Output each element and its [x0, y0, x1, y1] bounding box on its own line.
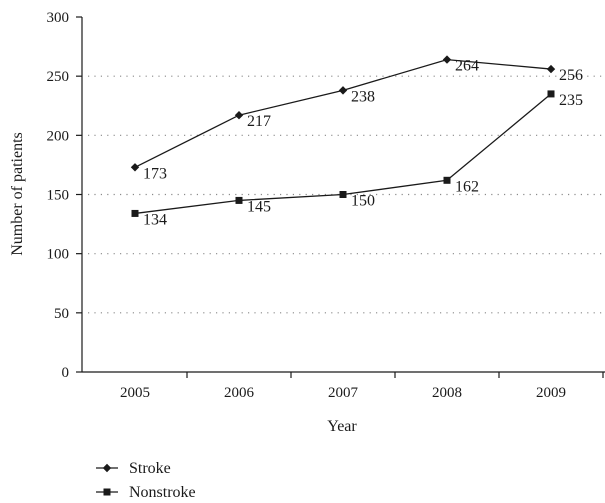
stroke-point-2007 — [338, 86, 348, 95]
nonstroke-data-label-2009: 235 — [559, 92, 583, 109]
stroke-point-2006 — [234, 111, 244, 120]
y-tick-label-50: 50 — [54, 306, 69, 322]
legend-item-stroke: Stroke — [96, 460, 171, 477]
nonstroke-data-label-2007: 150 — [351, 193, 375, 210]
stroke-data-label-2005: 173 — [143, 165, 167, 182]
x-tick-label-2009: 2009 — [536, 385, 566, 401]
legend-label-nonstroke: Nonstroke — [129, 484, 196, 501]
y-axis-title: Number of patients — [9, 132, 26, 256]
stroke-point-2009 — [546, 64, 556, 74]
y-tick-label-250: 250 — [47, 69, 70, 85]
series-nonstroke: 134 145 150 162 235 — [131, 90, 583, 228]
y-ticks: 0 50 100 150 200 250 300 — [47, 10, 82, 381]
y-tick-label-0: 0 — [62, 365, 70, 381]
nonstroke-point-2007 — [339, 191, 347, 198]
x-tick-label-2006: 2006 — [224, 385, 255, 401]
legend-label-stroke: Stroke — [129, 460, 171, 477]
stroke-point-2008 — [442, 55, 452, 64]
y-tick-label-100: 100 — [47, 247, 70, 263]
x-ticks: 2005 2006 2007 2008 2009 — [120, 372, 604, 401]
nonstroke-data-label-2008: 162 — [455, 178, 479, 195]
y-tick-label-300: 300 — [47, 10, 70, 26]
series-layer: 173 217 238 264 256 134 145 150 162 235 — [130, 55, 583, 228]
y-tick-label-200: 200 — [47, 128, 70, 144]
series-stroke: 173 217 238 264 256 — [130, 55, 583, 182]
nonstroke-point-2009 — [547, 90, 555, 98]
x-tick-label-2008: 2008 — [432, 385, 462, 401]
y-tick-label-150: 150 — [47, 188, 70, 204]
nonstroke-data-label-2006: 145 — [247, 198, 271, 215]
nonstroke-point-2006 — [235, 196, 243, 204]
legend-item-nonstroke: Nonstroke — [96, 484, 196, 501]
legend-marker-stroke — [102, 463, 112, 473]
x-tick-label-2005: 2005 — [120, 385, 150, 401]
nonstroke-point-2005 — [131, 209, 139, 217]
stroke-data-label-2008: 264 — [455, 58, 479, 75]
stroke-point-2005 — [130, 163, 140, 172]
stroke-data-label-2007: 238 — [351, 88, 375, 105]
legend: Stroke Nonstroke — [96, 460, 196, 501]
nonstroke-point-2008 — [443, 176, 451, 184]
stroke-data-label-2009: 256 — [559, 67, 583, 84]
x-tick-label-2007: 2007 — [328, 385, 359, 401]
nonstroke-data-label-2005: 134 — [143, 211, 167, 228]
x-axis-title: Year — [327, 418, 357, 435]
legend-marker-nonstroke — [103, 488, 111, 496]
stroke-data-label-2006: 217 — [247, 113, 271, 130]
